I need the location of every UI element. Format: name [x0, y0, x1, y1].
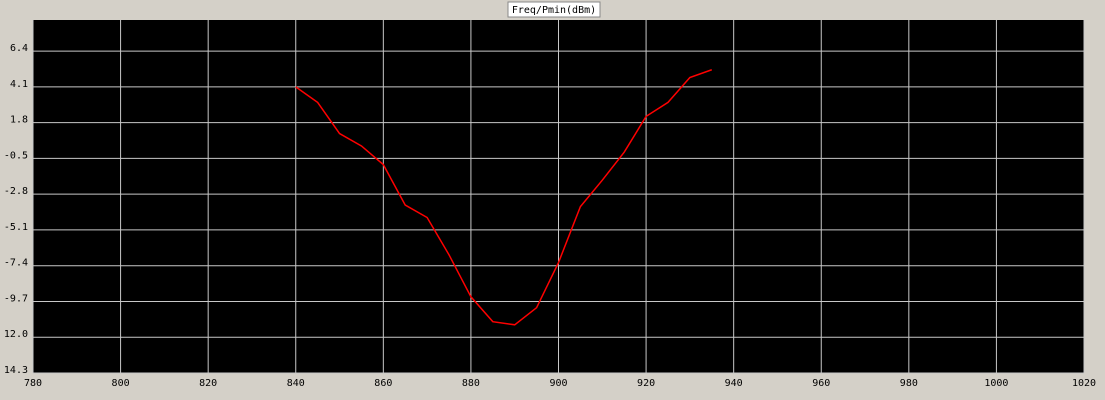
y-tick-label: -5.1	[4, 222, 28, 233]
x-tick-label: 940	[725, 378, 743, 389]
chart-title: Freq/Pmin(dBm)	[512, 5, 596, 16]
x-tick-label: 1000	[984, 378, 1008, 389]
x-tick-label: 840	[287, 378, 305, 389]
y-tick-label: -9.7	[4, 293, 28, 304]
x-tick-label: 800	[112, 378, 130, 389]
y-tick-label: 12.0	[4, 329, 28, 340]
y-tick-label: 6.4	[10, 43, 28, 54]
x-tick-label: 780	[24, 378, 42, 389]
data-line	[295, 69, 713, 326]
y-tick-label: -2.8	[4, 186, 28, 197]
x-tick-label: 860	[374, 378, 392, 389]
x-tick-label: 1020	[1072, 378, 1096, 389]
y-tick-label: 4.1	[10, 79, 28, 90]
x-tick-label: 820	[199, 378, 217, 389]
y-tick-label: -0.5	[4, 150, 28, 161]
y-tick-label: 1.8	[10, 115, 28, 126]
x-tick-label: 920	[637, 378, 655, 389]
x-tick-label: 880	[462, 378, 480, 389]
x-tick-label: 900	[549, 378, 567, 389]
x-tick-label: 980	[900, 378, 918, 389]
x-tick-label: 960	[812, 378, 830, 389]
title-box	[507, 1, 601, 18]
y-tick-label: 14.3	[4, 365, 28, 376]
y-tick-label: -7.4	[4, 258, 28, 269]
